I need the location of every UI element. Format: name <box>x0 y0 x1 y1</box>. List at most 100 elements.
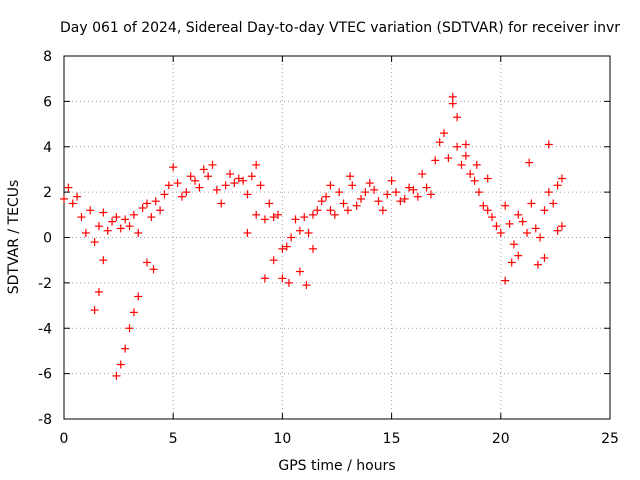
data-point <box>374 197 383 206</box>
data-point <box>418 169 427 178</box>
data-point <box>64 183 73 192</box>
data-point <box>507 258 516 267</box>
data-point <box>313 206 322 215</box>
data-point <box>525 158 534 167</box>
data-point <box>413 192 422 201</box>
data-point <box>470 176 479 185</box>
data-point <box>86 206 95 215</box>
data-point <box>514 210 523 219</box>
data-point <box>479 201 488 210</box>
y-axis-label: SDTVAR / TECUs <box>6 180 22 295</box>
x-axis-label: GPS time / hours <box>278 458 395 474</box>
data-point <box>536 233 545 242</box>
data-point <box>212 185 221 194</box>
data-point <box>77 213 86 222</box>
data-point <box>186 172 195 181</box>
data-point <box>308 244 317 253</box>
data-point <box>448 99 457 108</box>
data-point <box>121 215 130 224</box>
data-point <box>138 204 147 213</box>
data-points <box>60 92 566 380</box>
data-point <box>339 199 348 208</box>
data-point <box>134 292 143 301</box>
data-point <box>370 185 379 194</box>
data-point <box>225 169 234 178</box>
data-point <box>405 183 414 192</box>
x-tick-label: 20 <box>492 431 510 447</box>
data-point <box>357 194 366 203</box>
data-point <box>169 163 178 172</box>
data-point <box>472 160 481 169</box>
data-point <box>361 188 370 197</box>
data-point <box>461 151 470 160</box>
y-tick-label: -2 <box>38 276 52 292</box>
data-point <box>317 197 326 206</box>
data-point <box>549 199 558 208</box>
data-point <box>274 210 283 219</box>
data-point <box>291 215 300 224</box>
x-tick-label: 15 <box>383 431 401 447</box>
grid-lines <box>64 56 610 419</box>
data-point <box>523 228 532 237</box>
data-point <box>553 226 562 235</box>
data-point <box>260 274 269 283</box>
x-tick-label: 25 <box>601 431 619 447</box>
data-point <box>527 199 536 208</box>
data-point <box>160 190 169 199</box>
data-point <box>208 160 217 169</box>
data-point <box>409 185 418 194</box>
data-point <box>383 190 392 199</box>
chart-title: Day 061 of 2024, Sidereal Day-to-day VTE… <box>60 20 620 36</box>
data-point <box>182 188 191 197</box>
data-point <box>540 206 549 215</box>
data-point <box>440 129 449 138</box>
data-point <box>60 194 68 203</box>
data-point <box>343 206 352 215</box>
data-point <box>278 274 287 283</box>
data-point <box>282 242 291 251</box>
data-point <box>461 140 470 149</box>
data-point <box>125 324 134 333</box>
data-point <box>177 192 186 201</box>
data-point <box>99 256 108 265</box>
data-point <box>256 181 265 190</box>
data-point <box>243 190 252 199</box>
data-point <box>553 181 562 190</box>
data-point <box>112 371 121 380</box>
data-point <box>453 113 462 122</box>
data-point <box>94 287 103 296</box>
y-tick-label: -4 <box>38 321 52 337</box>
data-point <box>483 206 492 215</box>
data-point <box>348 181 357 190</box>
data-point <box>453 142 462 151</box>
data-point <box>234 174 243 183</box>
data-point <box>217 199 226 208</box>
data-point <box>509 240 518 249</box>
data-point <box>173 179 182 188</box>
y-tick-label: 6 <box>43 94 52 110</box>
data-point <box>94 222 103 231</box>
data-point <box>103 226 112 235</box>
data-point <box>243 228 252 237</box>
data-point <box>518 217 527 226</box>
data-point <box>151 197 160 206</box>
data-point <box>247 172 256 181</box>
data-point <box>435 138 444 147</box>
data-point <box>365 179 374 188</box>
data-point <box>121 344 130 353</box>
data-point <box>295 267 304 276</box>
data-point <box>300 213 309 222</box>
data-point <box>284 278 293 287</box>
data-point <box>496 228 505 237</box>
x-tick-label: 10 <box>273 431 291 447</box>
data-point <box>252 160 261 169</box>
data-point <box>287 233 296 242</box>
data-point <box>142 258 151 267</box>
data-point <box>505 219 514 228</box>
data-point <box>514 251 523 260</box>
y-tick-label: 0 <box>43 231 52 247</box>
data-point <box>302 281 311 290</box>
data-point <box>125 222 134 231</box>
data-point <box>457 160 466 169</box>
data-point <box>492 222 501 231</box>
